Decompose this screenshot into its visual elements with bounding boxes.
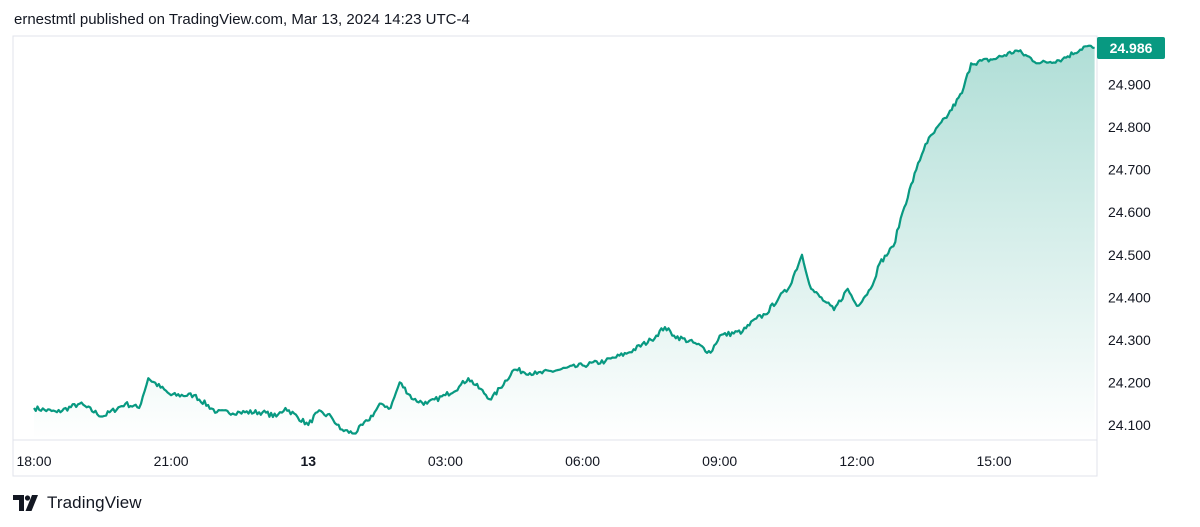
series-area-fill xyxy=(34,45,1095,440)
y-tick-label: 24.400 xyxy=(1108,289,1151,305)
y-tick-label: 24.300 xyxy=(1108,332,1151,348)
y-tick-label: 24.600 xyxy=(1108,204,1151,220)
x-tick-label: 03:00 xyxy=(428,453,463,469)
publish-info: ernestmtl published on TradingView.com, … xyxy=(14,11,470,28)
x-tick-label: 21:00 xyxy=(154,453,189,469)
x-tick-label: 13 xyxy=(301,453,317,469)
x-tick-label: 06:00 xyxy=(565,453,600,469)
x-tick-label: 09:00 xyxy=(702,453,737,469)
y-tick-label: 24.800 xyxy=(1108,119,1151,135)
x-tick-label: 12:00 xyxy=(839,453,874,469)
y-tick-label: 24.700 xyxy=(1108,162,1151,178)
y-tick-label: 24.500 xyxy=(1108,247,1151,263)
last-value-label: 24.986 xyxy=(1110,40,1153,56)
y-tick-label: 24.100 xyxy=(1108,417,1151,433)
last-value-badge xyxy=(1097,37,1165,59)
y-tick-label: 24.200 xyxy=(1108,374,1151,390)
y-tick-label: 24.900 xyxy=(1108,77,1151,93)
brand: TradingView xyxy=(13,492,142,514)
x-tick-label: 15:00 xyxy=(976,453,1011,469)
tradingview-logo-icon xyxy=(13,495,38,511)
series-line xyxy=(33,44,1095,435)
x-tick-label: 18:00 xyxy=(16,453,51,469)
brand-name: TradingView xyxy=(47,493,142,512)
